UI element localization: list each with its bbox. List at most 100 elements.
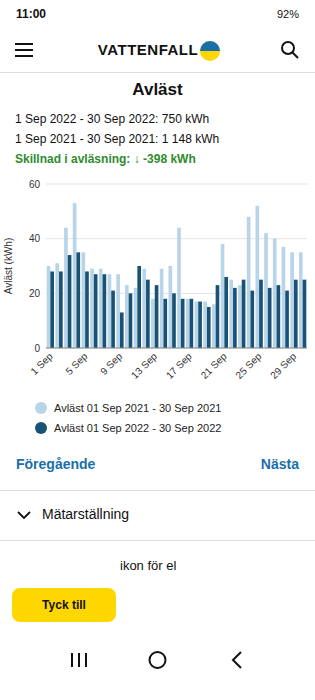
- bar: [55, 263, 59, 348]
- bar: [116, 274, 120, 348]
- nav-back[interactable]: [233, 652, 241, 668]
- bar: [299, 252, 303, 348]
- menu-bar: [15, 55, 33, 57]
- separator: [0, 72, 315, 73]
- search-lens: [282, 42, 294, 54]
- bar: [285, 291, 289, 348]
- bar: [142, 269, 146, 348]
- bar: [163, 299, 167, 348]
- bar: [238, 285, 242, 348]
- phone-nav: [0, 640, 315, 680]
- nav-recent[interactable]: [85, 653, 87, 667]
- legend-swatch: [35, 402, 47, 414]
- bar: [146, 280, 150, 348]
- search-icon[interactable]: [280, 40, 300, 60]
- bar: [59, 271, 63, 348]
- status-time: 11:00: [16, 7, 46, 21]
- bar: [177, 228, 181, 348]
- feedback-button[interactable]: Tyck till: [12, 588, 116, 622]
- nav-recent[interactable]: [78, 653, 80, 667]
- chart-title: Avläst: [0, 80, 315, 100]
- x-tick-label: 1 Sep: [29, 350, 56, 377]
- logo-blue: [200, 41, 220, 51]
- bar: [186, 299, 190, 348]
- bar: [247, 217, 251, 348]
- bar: [81, 252, 85, 348]
- bar: [198, 302, 202, 348]
- bar: [125, 285, 129, 348]
- bar: [303, 280, 307, 348]
- bar: [85, 271, 89, 348]
- bar: [290, 252, 294, 348]
- x-tick-label: 9 Sep: [98, 350, 125, 377]
- chart: 0204060Avläst (kWh)1 Sep5 Sep9 Sep13 Sep…: [0, 174, 315, 396]
- bar: [229, 280, 233, 348]
- legend-label: Avläst 01 Sep 2021 - 30 Sep 2021: [54, 402, 221, 414]
- info-previous: 1 Sep 2021 - 30 Sep 2021: 1 148 kWh: [15, 132, 219, 146]
- nav-previous[interactable]: Föregående: [16, 456, 95, 472]
- bar: [264, 233, 268, 348]
- bar: [221, 244, 225, 348]
- y-tick-label: 0: [34, 343, 40, 354]
- battery: 92%: [277, 8, 299, 20]
- bar: [172, 293, 176, 348]
- bar: [151, 299, 155, 348]
- separator: [0, 540, 315, 541]
- legend: Avläst 01 Sep 2021 - 30 Sep 2021Avläst 0…: [34, 398, 314, 442]
- bar: [99, 269, 103, 348]
- bar: [50, 271, 54, 348]
- bar: [233, 288, 237, 348]
- bar: [216, 285, 220, 348]
- nav-next[interactable]: Nästa: [261, 456, 299, 472]
- bar: [282, 247, 286, 348]
- nav-recent[interactable]: [71, 653, 73, 667]
- x-tick-label: 5 Sep: [63, 350, 90, 377]
- y-tick-label: 20: [29, 288, 41, 299]
- bar: [137, 266, 141, 348]
- bar: [259, 280, 263, 348]
- x-tick-label: 17 Sep: [164, 350, 194, 380]
- bar: [250, 291, 254, 348]
- search-handle: [293, 53, 299, 59]
- grid-line: [46, 184, 307, 185]
- bar: [76, 252, 80, 348]
- bar: [108, 274, 112, 348]
- bar: [294, 280, 298, 348]
- bar: [255, 206, 259, 348]
- legend-swatch: [35, 422, 47, 434]
- bar: [103, 274, 107, 348]
- x-tick-label: 13 Sep: [129, 350, 159, 380]
- menu-icon[interactable]: [14, 40, 34, 60]
- bar: [134, 288, 138, 348]
- bar: [268, 288, 272, 348]
- chevron-icon[interactable]: [16, 507, 32, 523]
- info-difference: Skillnad i avläsning: ↓ -398 kWh: [15, 152, 196, 166]
- menu-bar: [15, 43, 33, 45]
- bar: [212, 304, 216, 348]
- bar: [273, 239, 277, 348]
- bar: [203, 302, 207, 348]
- bar: [181, 299, 185, 348]
- nav-home[interactable]: [150, 652, 166, 668]
- bar: [160, 269, 164, 348]
- chevron: [18, 512, 30, 518]
- y-axis-label: Avläst (kWh): [3, 238, 14, 295]
- x-axis: [46, 348, 307, 349]
- bar: [68, 255, 72, 348]
- bar: [224, 277, 228, 348]
- app-screen: 11:0092%VATTENFALLAvläst1 Sep 2022 - 30 …: [0, 0, 315, 700]
- section-label[interactable]: Mätarställning: [42, 506, 129, 522]
- header-title: VATTENFALL: [0, 41, 296, 58]
- bar: [190, 299, 194, 348]
- bottom-text: ikon för el: [120, 558, 176, 573]
- logo: [199, 40, 221, 62]
- bar: [64, 228, 68, 348]
- bars: [47, 203, 307, 348]
- bar: [277, 285, 281, 348]
- bar: [90, 269, 94, 348]
- grid-line: [46, 348, 307, 349]
- bar: [111, 291, 115, 348]
- bar: [195, 302, 199, 348]
- bar: [73, 203, 77, 348]
- logo-yellow: [200, 41, 220, 61]
